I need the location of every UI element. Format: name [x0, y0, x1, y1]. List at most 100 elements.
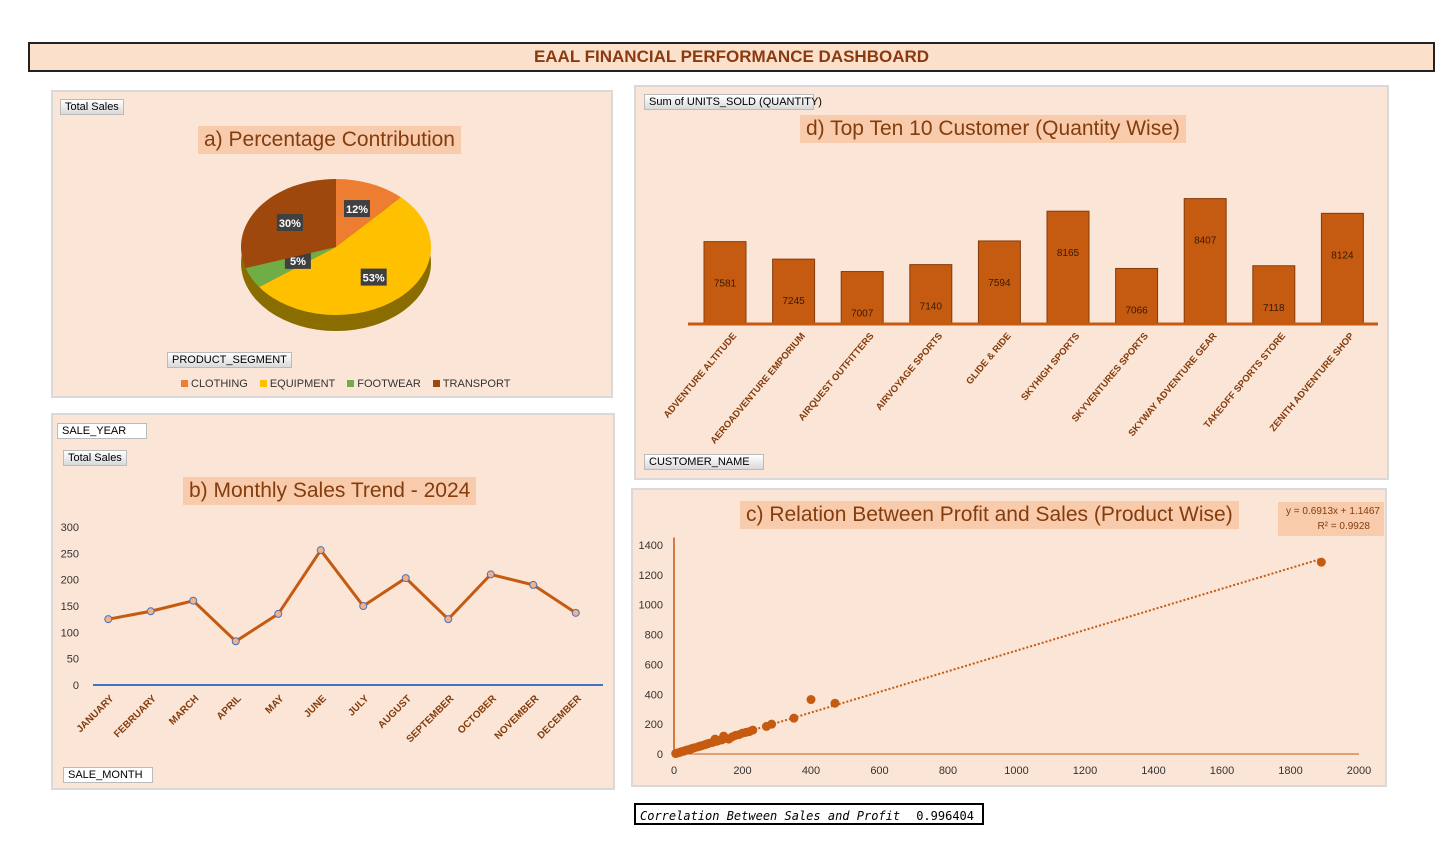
customer-name-field-button[interactable]: CUSTOMER_NAME — [644, 454, 764, 470]
scatter-chart-title: c) Relation Between Profit and Sales (Pr… — [740, 501, 1239, 529]
sales-line — [107, 547, 577, 644]
legend-swatch — [181, 380, 188, 387]
x-tick-label: ADVENTURE ALTITUDE — [662, 331, 740, 421]
x-tick-label: 1200 — [1073, 765, 1097, 777]
y-tick-label: 1200 — [639, 570, 663, 582]
pie-data-label: 53% — [363, 273, 385, 285]
data-point — [231, 637, 240, 646]
bar — [1252, 265, 1296, 325]
x-tick-label: JULY — [346, 693, 371, 718]
bar — [977, 240, 1021, 325]
legend-label: TRANSPORT — [442, 377, 511, 390]
y-tick-label: 100 — [61, 627, 79, 639]
y-tick-label: 0 — [73, 680, 79, 692]
data-point — [486, 570, 495, 579]
pie-data-label-bg — [276, 214, 303, 232]
scatter-point — [767, 719, 777, 729]
legend-label: CLOTHING — [191, 377, 248, 390]
bar-value-label: 7245 — [782, 296, 805, 307]
legend-item-footwear: FOOTWEAR — [347, 378, 421, 390]
pie-legend: CLOTHING EQUIPMENT FOOTWEAR TRANSPORT — [181, 374, 522, 392]
bar-chart-panel: Sum of UNITS_SOLD (QUANTITY) d) Top Ten … — [634, 85, 1389, 480]
x-tick-label: 600 — [870, 765, 888, 777]
pie-data-label: 5% — [290, 256, 306, 268]
pie-chart-panel: Total Sales a) Percentage Contribution 1… — [51, 90, 613, 398]
x-tick-label: JANUARY — [75, 693, 117, 735]
bar-value-label: 8165 — [1057, 248, 1080, 259]
bar-chart-title: d) Top Ten 10 Customer (Quantity Wise) — [800, 115, 1186, 143]
pie-value-field-button[interactable]: Total Sales — [60, 99, 124, 115]
x-tick-label: 400 — [802, 765, 820, 777]
y-tick-label: 200 — [645, 719, 663, 731]
bar-value-label: 7007 — [851, 309, 874, 320]
dashboard-title: EAAL FINANCIAL PERFORMANCE DASHBOARD — [28, 42, 1435, 72]
bar — [1183, 198, 1227, 325]
bar-value-label: 8124 — [1331, 250, 1354, 261]
bar — [1046, 210, 1090, 325]
bar-value-label: 7118 — [1263, 303, 1285, 314]
y-tick-label: 400 — [645, 689, 663, 701]
bar — [1320, 212, 1364, 325]
x-tick-label: 1600 — [1210, 765, 1234, 777]
bar-value-label: 7066 — [1125, 305, 1148, 316]
legend-label: EQUIPMENT — [269, 377, 336, 390]
y-tick-label: 600 — [645, 659, 663, 671]
x-tick-label: DECEMBER — [536, 693, 585, 742]
bar-value-label: 8407 — [1194, 236, 1217, 247]
y-tick-label: 800 — [645, 630, 663, 642]
data-point — [316, 546, 325, 555]
data-point — [146, 607, 155, 616]
pie-data-label-bg — [360, 268, 387, 286]
sale-year-filter-button[interactable]: SALE_YEAR — [57, 423, 147, 439]
bar — [909, 264, 953, 325]
y-tick-label: 1400 — [639, 540, 663, 552]
data-point — [104, 615, 113, 624]
product-segment-field-button[interactable]: PRODUCT_SEGMENT — [167, 352, 292, 368]
pie-data-label-bg — [343, 200, 370, 218]
x-tick-label: 800 — [939, 765, 957, 777]
bar — [840, 271, 884, 325]
scatter-point — [748, 725, 758, 735]
x-tick-label: JUNE — [302, 693, 329, 720]
x-tick-label: SKYVENTURES SPORTS — [1070, 331, 1151, 425]
bar-value-field-button[interactable]: Sum of UNITS_SOLD (QUANTITY) — [644, 94, 822, 110]
x-tick-label: 1400 — [1141, 765, 1165, 777]
data-point — [189, 596, 198, 605]
legend-label: FOOTWEAR — [357, 377, 421, 390]
x-tick-label: TAKEOFF SPORTS STORE — [1202, 331, 1288, 431]
trendline-label: y = 0.6913x + 1.1467 R² = 0.9928 — [1278, 502, 1384, 536]
x-tick-label: OCTOBER — [456, 693, 500, 737]
x-tick-label: AIRQUEST OUTFITTERS — [796, 331, 876, 423]
scatter-point — [1316, 557, 1326, 567]
scatter-chart-panel: c) Relation Between Profit and Sales (Pr… — [631, 488, 1387, 787]
x-tick-label: GLIDE & RIDE — [964, 331, 1013, 387]
y-tick-label: 200 — [61, 575, 79, 587]
scatter-point — [789, 713, 799, 723]
y-tick-label: 150 — [61, 601, 79, 613]
y-tick-label: 1000 — [639, 600, 663, 612]
sale-month-field-button[interactable]: SALE_MONTH — [63, 767, 153, 783]
scatter-point — [806, 695, 816, 705]
line-chart-panel: SALE_YEAR Total Sales b) Monthly Sales T… — [51, 413, 615, 790]
scatter-chart: 0 200 400 600 800 1000 1200 1400 0 200 400 600 800 10… — [639, 537, 1371, 777]
data-point — [274, 609, 283, 618]
x-tick-label: NOVEMBER — [493, 693, 542, 742]
bar-value-label: 7594 — [988, 278, 1011, 289]
x-tick-label: 200 — [733, 765, 751, 777]
data-point — [444, 615, 453, 624]
x-tick-label: SKYHIGH SPORTS — [1019, 331, 1082, 403]
pie-slice-equipment — [259, 197, 431, 315]
correlation-box: Correlation Between Sales and Profit 0.9… — [634, 803, 984, 825]
x-tick-label: AUGUST — [376, 693, 414, 731]
x-tick-label: MARCH — [167, 693, 201, 727]
x-tick-label: 0 — [671, 765, 677, 777]
x-tick-label: 1000 — [1004, 765, 1028, 777]
data-point — [401, 574, 410, 583]
correlation-value: 0.996404 — [916, 809, 974, 823]
x-tick-label: FEBRUARY — [112, 693, 159, 740]
legend-item-equipment: EQUIPMENT — [259, 377, 336, 390]
bar-value-label: 7140 — [920, 302, 943, 313]
line-value-field-button[interactable]: Total Sales — [63, 450, 127, 466]
x-tick-label: APRIL — [215, 693, 244, 722]
